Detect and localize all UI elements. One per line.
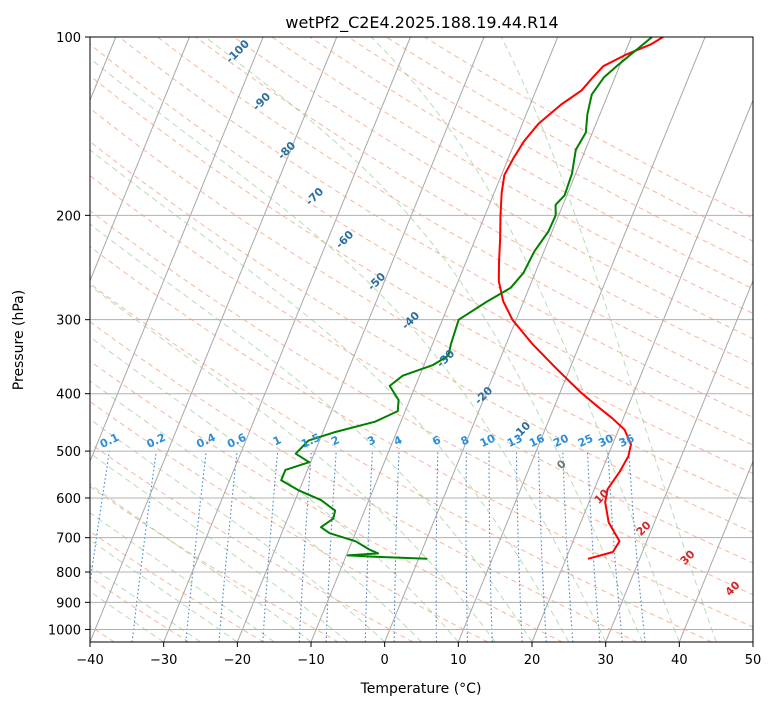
mixing-ratio-label: 20 <box>551 432 571 450</box>
mixing-ratio-label: 13 <box>505 432 524 450</box>
y-tick-label: 200 <box>56 209 81 224</box>
y-tick-label: 300 <box>56 314 81 329</box>
y-tick-label: 1000 <box>48 623 81 638</box>
mixing-ratio-label: 25 <box>576 432 595 450</box>
chart-title: wetPf2_C2E4.2025.188.19.44.R14 <box>285 13 558 33</box>
x-tick-label: −40 <box>76 653 103 668</box>
x-tick-label: −20 <box>224 653 251 668</box>
moist-adiabat-line <box>500 37 717 642</box>
isotherm-line <box>384 37 632 642</box>
x-tick-label: 10 <box>450 653 467 668</box>
isotherm-line <box>163 37 411 642</box>
plot-frame <box>89 36 754 643</box>
isotherm-line <box>236 37 485 642</box>
isotherm-line <box>457 37 706 642</box>
mixing-ratio-label: 36 <box>617 432 637 450</box>
y-axis-label: Pressure (hPa) <box>11 290 27 390</box>
grid-lines <box>90 37 753 642</box>
x-tick-label: 50 <box>745 653 762 668</box>
background-reference-lines <box>90 37 753 642</box>
moist-adiabat-line <box>90 223 533 642</box>
y-tick-label: 100 <box>56 31 81 46</box>
x-tick-label: −10 <box>297 653 324 668</box>
dry-adiabat-line <box>118 37 753 419</box>
isotherm-line <box>90 37 190 283</box>
x-axis-ticks: −40 −30 −20 −10 0 10 20 30 40 50 <box>76 642 761 668</box>
mixing-ratio-line <box>90 451 110 587</box>
dry-adiabat-line <box>90 442 414 642</box>
dry-adiabat-line <box>90 175 753 564</box>
profile-series <box>280 37 664 560</box>
dewpoint-profile-line <box>280 37 653 560</box>
x-tick-label: 0 <box>381 653 389 668</box>
mixing-ratio-label: 10 <box>478 432 498 450</box>
dry-adiabat-line <box>90 43 753 446</box>
x-tick-label: 20 <box>524 653 541 668</box>
x-axis-label: Temperature (°C) <box>360 681 482 697</box>
x-tick-label: 40 <box>671 653 688 668</box>
mixing-ratio-label: 16 <box>527 432 547 450</box>
dry-adiabat-line <box>424 37 753 219</box>
isotherm-line <box>90 37 338 642</box>
moist-adiabat-line <box>90 380 422 642</box>
y-axis-ticks: 100 200 300 400 500 600 700 800 900 1000 <box>48 31 90 638</box>
moist-adiabat-line <box>90 284 496 642</box>
temperature-profile-line <box>497 37 664 560</box>
mixing-ratio-label: 30 <box>596 432 616 450</box>
dry-adiabat-line <box>157 37 753 392</box>
y-tick-label: 800 <box>56 566 81 581</box>
dry-adiabat-line <box>90 321 638 642</box>
moist-adiabat-line <box>90 149 570 642</box>
moist-adiabat-line <box>370 37 680 642</box>
moist-adiabat-line <box>90 512 275 642</box>
dry-adiabat-line <box>90 210 753 596</box>
dry-adiabat-line <box>309 37 753 290</box>
y-tick-label: 900 <box>56 596 81 611</box>
moist-adiabat-line <box>90 336 459 642</box>
isotherm-line <box>678 460 753 642</box>
dry-adiabat-line <box>90 283 712 642</box>
moist-adiabat-line <box>90 57 607 642</box>
moist-adiabat-line <box>90 483 312 642</box>
y-tick-label: 500 <box>56 445 81 460</box>
dry-adiabat-line <box>90 246 753 628</box>
y-tick-label: 700 <box>56 532 81 547</box>
x-tick-label: 30 <box>597 653 614 668</box>
isotherm-line <box>90 37 264 463</box>
isotherm-line <box>605 279 753 642</box>
isotherm-line <box>531 98 753 642</box>
x-tick-label: −30 <box>150 653 177 668</box>
moist-adiabat-line <box>204 37 643 642</box>
y-tick-label: 400 <box>56 388 81 403</box>
dry-adiabat-line <box>271 37 753 314</box>
y-tick-label: 600 <box>56 492 81 507</box>
